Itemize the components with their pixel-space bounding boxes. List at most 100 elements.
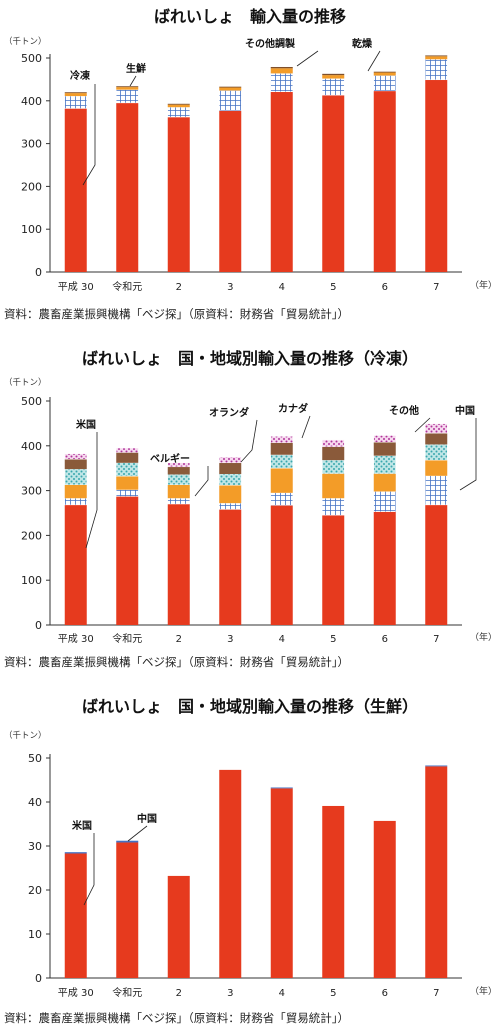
bar-1-1-3 (219, 502, 242, 510)
bar-1-0-0 (64, 504, 87, 625)
x-tick-label: 5 (330, 634, 336, 645)
annotation-leader (414, 417, 431, 433)
x-tick-label: 2 (176, 634, 182, 645)
y-tick-label: 40 (28, 796, 42, 809)
bar-0-1-7 (425, 59, 448, 81)
x-tick-label: 6 (382, 988, 388, 999)
bar-1-5-2 (167, 462, 190, 468)
annotation-leader (194, 466, 209, 497)
annotation-label: 米国 (72, 819, 92, 832)
bar-1-4-6 (373, 442, 396, 456)
bar-0-0-6 (373, 90, 396, 273)
bar-1-3-7 (425, 444, 448, 461)
bar-0-3-4 (270, 66, 293, 69)
y-tick-label: 400 (21, 95, 42, 108)
annotation-leader (83, 833, 95, 906)
bar-2-0-2 (167, 875, 190, 978)
x-tick-label: 7 (433, 282, 439, 293)
bar-1-2-1 (116, 476, 139, 490)
bar-1-0-6 (373, 511, 396, 625)
bar-0-0-5 (322, 95, 345, 273)
bar-1-2-4 (270, 468, 293, 493)
bar-2-1-1 (116, 840, 139, 843)
x-tick-label: 5 (330, 988, 336, 999)
bar-1-5-1 (116, 447, 139, 453)
bar-1-5-7 (425, 423, 448, 434)
x-tick-label: 7 (433, 634, 439, 645)
x-unit-label: （年） (470, 985, 497, 997)
bar-1-1-6 (373, 491, 396, 512)
bar-2-0-5 (322, 805, 345, 978)
bar-0-3-3 (219, 86, 242, 88)
y-tick-label: 0 (35, 619, 42, 632)
x-tick-label: 7 (433, 988, 439, 999)
bar-0-1-2 (167, 107, 190, 118)
chart-frozen-by-country: ばれいしょ 国・地域別輸入量の推移（冷凍） （千トン） 0 100 200 300 400 5… (4, 349, 497, 669)
bar-0-1-6 (373, 75, 396, 92)
bar-1-3-4 (270, 454, 293, 469)
x-tick-label: 3 (227, 634, 233, 645)
annotation-label: 乾燥 (352, 37, 373, 50)
x-tick-label: 4 (279, 988, 285, 999)
bar-1-1-4 (270, 492, 293, 506)
bar-1-1-7 (425, 475, 448, 506)
bar-1-5-3 (219, 456, 242, 464)
source-note: 資料：農畜産業振興機構「ベジ探」（原資料：財務省「貿易統計」） (4, 655, 349, 669)
y-tick-label: 400 (21, 440, 42, 453)
bar-1-3-6 (373, 455, 396, 474)
bar-1-4-7 (425, 433, 448, 445)
bar-0-2-6 (373, 72, 396, 76)
y-unit-label: （千トン） (4, 377, 47, 388)
x-tick-label: 令和元 (112, 632, 142, 645)
y-tick-label: 300 (21, 138, 42, 151)
annotation-label: カナダ (278, 402, 308, 415)
bar-1-1-1 (116, 489, 139, 497)
bar-0-0-2 (167, 117, 190, 273)
bar-1-5-4 (270, 436, 293, 443)
annotation-leader (296, 50, 319, 67)
x-unit-label: （年） (470, 631, 497, 643)
x-tick-label: 平成 30 (58, 987, 94, 999)
bar-0-3-5 (322, 73, 345, 76)
source-note: 資料：農畜産業振興機構「ベジ探」（原資料：財務省「貿易統計」） (4, 307, 349, 321)
bar-0-3-1 (116, 86, 139, 88)
bar-1-4-4 (270, 442, 293, 455)
bar-1-0-5 (322, 515, 345, 625)
bar-1-1-2 (167, 498, 190, 505)
x-tick-label: 令和元 (112, 280, 142, 293)
x-tick-label: 平成 30 (58, 281, 94, 293)
bar-2-0-0 (64, 853, 87, 978)
bar-1-0-7 (425, 504, 448, 625)
x-tick-label: 2 (176, 282, 182, 293)
bar-0-3-6 (373, 71, 396, 73)
y-tick-label: 10 (28, 928, 42, 941)
annotation-leader (85, 432, 98, 549)
bar-0-0-0 (64, 108, 87, 272)
x-tick-label: 6 (382, 634, 388, 645)
x-tick-label: 3 (227, 988, 233, 999)
bar-1-2-2 (167, 484, 190, 499)
annotation-label: その他調製 (245, 37, 295, 50)
bar-2-1-7 (425, 765, 448, 767)
bar-0-2-0 (64, 93, 87, 97)
chart-import-total: ばれいしょ 輸入量の推移 （千トン） 0 100 200 300 400 500 平成 30 令和… (4, 7, 497, 321)
chart-title: ばれいしょ 国・地域別輸入量の推移（冷凍） (82, 349, 418, 368)
bar-2-0-7 (425, 766, 448, 978)
x-tick-label: 2 (176, 988, 182, 999)
bar-1-5-0 (64, 453, 87, 460)
y-tick-label: 200 (21, 529, 42, 542)
bar-1-3-2 (167, 474, 190, 485)
y-unit-label: （千トン） (4, 730, 47, 741)
bar-2-0-1 (116, 842, 139, 978)
bar-0-1-0 (64, 95, 87, 109)
annotation-label: 米国 (76, 418, 96, 431)
y-unit-label: （千トン） (4, 36, 47, 47)
y-tick-label: 100 (21, 574, 42, 587)
bar-1-0-2 (167, 504, 190, 625)
annotation-label: 生鮮 (126, 62, 146, 75)
y-tick-label: 500 (21, 52, 42, 65)
bar-0-0-7 (425, 79, 448, 272)
bar-1-1-5 (322, 498, 345, 516)
bar-0-3-0 (64, 92, 87, 94)
